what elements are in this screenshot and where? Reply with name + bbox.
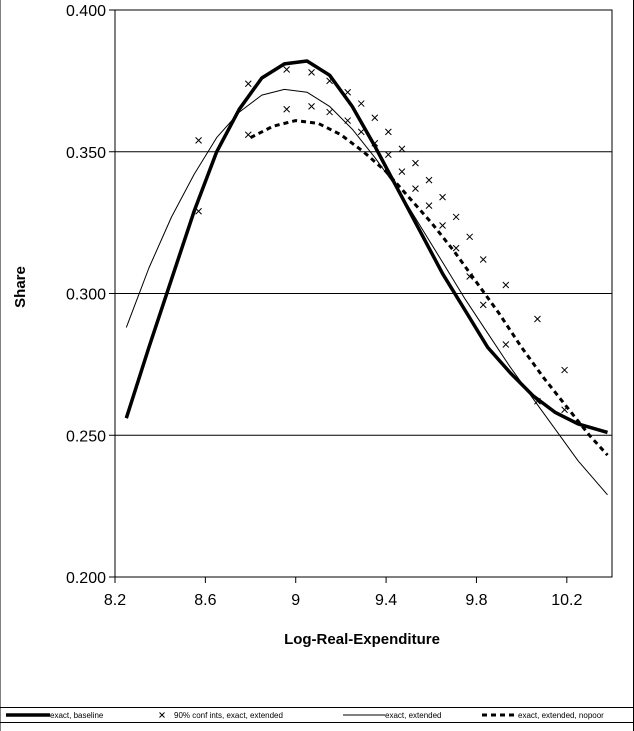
- x-tick-label: 8.2: [104, 592, 126, 609]
- data-point-marker: [283, 105, 291, 113]
- data-point-marker: [534, 397, 541, 405]
- data-point-marker: [244, 80, 252, 88]
- data-point-marker: [412, 159, 419, 167]
- y-tick-label: 0.350: [66, 145, 106, 162]
- legend-label: 90% conf ints, exact, extended: [174, 711, 283, 720]
- data-point-marker: [326, 77, 333, 85]
- data-point-marker: [425, 176, 433, 184]
- legend-item: exact, baseline: [6, 711, 104, 720]
- x-tick-label: 9.8: [465, 592, 487, 609]
- legend-swatch: [159, 712, 165, 718]
- series-line: [249, 119, 609, 457]
- data-point-marker: [412, 185, 419, 192]
- legend-label: exact, extended, nopoor: [518, 711, 604, 720]
- data-point-marker: [398, 168, 406, 175]
- x-tick-label: 8.6: [194, 592, 216, 609]
- x-tick-label: 10.2: [551, 592, 582, 609]
- data-point-marker: [308, 103, 315, 110]
- data-point-marker: [561, 366, 568, 374]
- data-point-marker: [371, 114, 379, 122]
- data-point-marker: [195, 137, 202, 144]
- data-point-marker: [308, 69, 315, 76]
- data-point-marker: [398, 145, 406, 153]
- x-axis-title: Log-Real-Expenditure: [284, 631, 440, 648]
- data-point-marker: [479, 301, 487, 309]
- data-point-marker: [452, 213, 460, 221]
- x-tick-label: 9: [291, 592, 300, 609]
- data-point-marker: [479, 256, 487, 263]
- series-exact-baseline: [124, 59, 608, 435]
- data-point-marker: [283, 66, 291, 73]
- legend-label: exact, extended: [385, 711, 441, 720]
- legend-item: 90% conf ints, exact, extended: [159, 711, 283, 720]
- y-tick-label: 0.200: [66, 570, 106, 587]
- series-group: [124, 59, 609, 496]
- data-point-marker: [357, 100, 365, 107]
- data-point-marker: [439, 193, 446, 201]
- gridlines: [115, 151, 612, 436]
- data-point-marker: [439, 222, 446, 229]
- series-line: [125, 88, 608, 496]
- data-point-marker: [326, 108, 333, 116]
- data-point-marker: [502, 281, 510, 289]
- series-line: [124, 59, 608, 435]
- legend-label: exact, baseline: [50, 711, 104, 720]
- series-exact-extended-nopoor: [249, 119, 609, 457]
- series-90-conf-ints-exact-extended: [195, 66, 568, 414]
- y-tick-label: 0.400: [66, 3, 106, 20]
- data-point-marker: [344, 88, 352, 96]
- data-point-marker: [371, 139, 379, 147]
- legend-item: exact, extended, nopoor: [482, 711, 604, 720]
- y-tick-label: 0.250: [66, 428, 106, 445]
- data-point-marker: [534, 315, 541, 323]
- data-point-marker: [466, 233, 474, 241]
- data-point-marker: [425, 202, 433, 209]
- legend-item: exact, extended: [343, 711, 441, 720]
- y-tick-label: 0.300: [66, 287, 106, 304]
- data-point-marker: [384, 151, 392, 158]
- series-exact-extended: [125, 88, 608, 496]
- data-point-marker: [357, 128, 365, 136]
- data-point-marker: [502, 341, 510, 348]
- data-point-marker: [195, 207, 202, 215]
- x-tick-label: 9.4: [375, 592, 397, 609]
- data-point-marker: [384, 128, 392, 136]
- y-axis-title: Share: [12, 266, 29, 308]
- data-point-marker: [452, 244, 460, 252]
- legend: exact, baseline 90% conf ints, exact, ext…: [0, 707, 634, 723]
